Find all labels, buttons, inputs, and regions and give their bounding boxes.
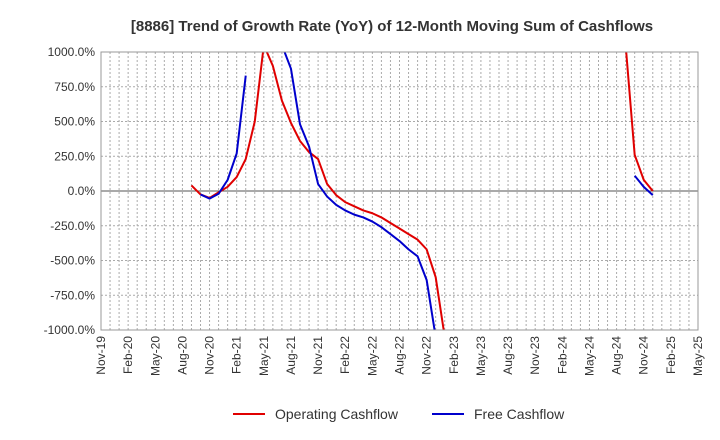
x-tick-label: Feb-21	[230, 336, 244, 374]
x-tick-label: Feb-20	[121, 336, 135, 374]
plot-border	[100, 51, 699, 331]
series-group	[190, 52, 654, 330]
chart-title: [8886] Trend of Growth Rate (YoY) of 12-…	[131, 18, 653, 35]
series-line-free-cashflow	[633, 175, 654, 196]
x-tick-label: Feb-22	[338, 336, 352, 374]
y-tick-label: -1000.0%	[44, 323, 96, 337]
x-tick-label: Nov-19	[94, 336, 108, 375]
x-tick-label: Nov-22	[420, 336, 434, 375]
y-axis-ticks: 1000.0% 750.0% 500.0% 250.0% 0.0% -250.0% -500…	[44, 45, 96, 337]
x-tick-label: May-21	[257, 336, 271, 376]
series-line-operating-cashflow	[625, 52, 654, 192]
x-tick-label: Nov-24	[637, 336, 651, 375]
x-tick-label: Aug-23	[501, 336, 515, 375]
x-tick-label: May-22	[365, 336, 379, 376]
x-tick-label: Feb-23	[447, 336, 461, 374]
legend-label: Operating Cashflow	[275, 406, 399, 422]
y-tick-label: 250.0%	[54, 149, 95, 163]
x-tick-label: Aug-24	[610, 336, 624, 375]
y-tick-label: 0.0%	[68, 184, 96, 198]
y-tick-label: 750.0%	[54, 80, 95, 94]
y-tick-label: 1000.0%	[48, 45, 96, 59]
x-tick-label: May-20	[148, 336, 162, 376]
x-tick-label: May-23	[474, 336, 488, 376]
x-tick-label: Feb-25	[664, 336, 678, 374]
x-tick-label: Feb-24	[555, 336, 569, 374]
x-tick-label: May-24	[582, 336, 596, 376]
legend-label: Free Cashflow	[474, 406, 565, 422]
y-tick-label: -250.0%	[50, 219, 95, 233]
x-axis-ticks: Nov-19 Feb-20 May-20 Aug-20 Nov-20 Feb-21 May-…	[94, 336, 705, 376]
x-tick-label: Aug-21	[284, 336, 298, 375]
x-tick-label: Nov-21	[311, 336, 325, 375]
x-tick-label: Nov-20	[203, 336, 217, 375]
y-tick-label: -500.0%	[50, 254, 95, 268]
series-line-free-cashflow	[283, 52, 436, 330]
x-tick-label: May-25	[691, 336, 705, 376]
series-line-free-cashflow	[200, 75, 247, 200]
x-tick-label: Aug-20	[175, 336, 189, 375]
y-tick-label: -750.0%	[50, 288, 95, 302]
y-tick-label: 500.0%	[54, 115, 95, 129]
legend: Operating Cashflow Free Cashflow	[233, 406, 565, 422]
x-tick-label: Nov-23	[528, 336, 542, 375]
x-tick-label: Aug-22	[393, 336, 407, 375]
series-line-operating-cashflow	[190, 52, 445, 330]
